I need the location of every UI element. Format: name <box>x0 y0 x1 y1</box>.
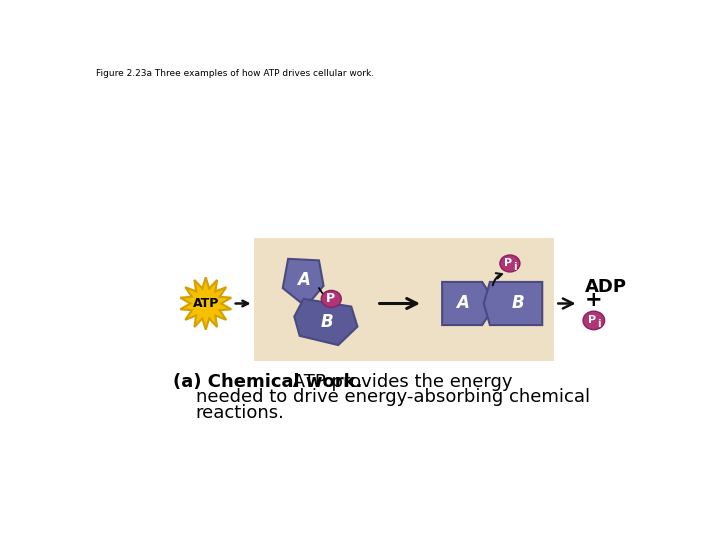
Ellipse shape <box>321 291 341 307</box>
Text: P: P <box>326 292 335 305</box>
Text: +: + <box>585 291 603 310</box>
Polygon shape <box>442 282 496 325</box>
Text: B: B <box>320 313 333 331</box>
Text: ATP: ATP <box>192 297 219 310</box>
Text: ATP provides the energy: ATP provides the energy <box>287 373 512 391</box>
Polygon shape <box>283 259 323 307</box>
Text: needed to drive energy-absorbing chemical: needed to drive energy-absorbing chemica… <box>196 388 590 406</box>
Text: i: i <box>598 319 601 328</box>
Text: B: B <box>511 294 524 313</box>
Text: ADP: ADP <box>585 278 626 295</box>
Text: A: A <box>297 272 310 289</box>
FancyBboxPatch shape <box>253 238 554 361</box>
Text: A: A <box>456 294 469 313</box>
Text: P: P <box>504 258 513 268</box>
Text: reactions.: reactions. <box>196 403 284 422</box>
Text: i: i <box>513 261 516 272</box>
Polygon shape <box>294 299 357 345</box>
Text: (a) Chemical work.: (a) Chemical work. <box>173 373 362 391</box>
Ellipse shape <box>500 255 520 272</box>
Polygon shape <box>484 282 542 325</box>
Text: P: P <box>588 315 596 325</box>
Ellipse shape <box>583 311 605 330</box>
Text: Figure 2.23a Three examples of how ATP drives cellular work.: Figure 2.23a Three examples of how ATP d… <box>96 69 374 78</box>
Polygon shape <box>180 278 231 330</box>
